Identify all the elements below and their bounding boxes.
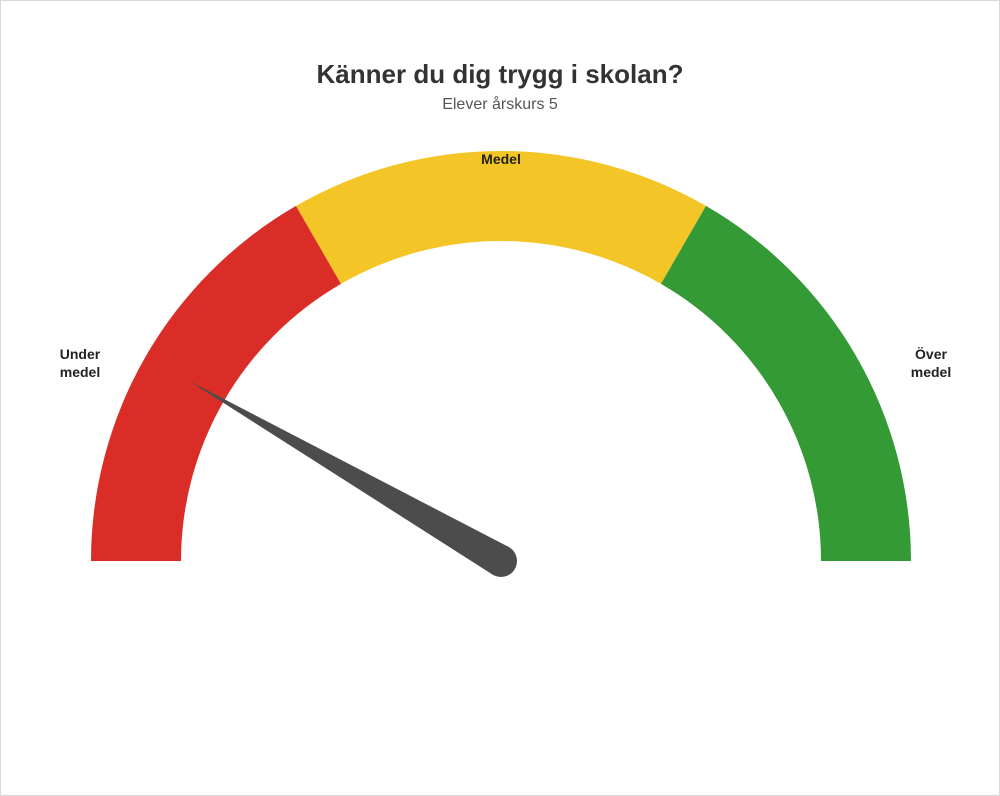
chart-title: Känner du dig trygg i skolan? [1, 59, 999, 90]
gauge-needle-cap [485, 545, 517, 577]
label-over-medel: Övermedel [901, 346, 961, 381]
gauge-segment-under-medel [91, 206, 341, 561]
gauge-svg [1, 141, 1000, 741]
titles: Känner du dig trygg i skolan? Elever års… [1, 59, 999, 114]
gauge-segment-over-medel [661, 206, 911, 561]
chart-subtitle: Elever årskurs 5 [1, 96, 999, 114]
gauge-segment-medel [296, 151, 706, 284]
label-medel-text: Medel [481, 151, 521, 167]
label-under-medel: Undermedel [45, 346, 115, 381]
gauge-needle [189, 381, 509, 575]
chart-frame: Känner du dig trygg i skolan? Elever års… [0, 0, 1000, 796]
gauge [1, 141, 999, 746]
label-under-medel-line1: Undermedel [60, 346, 100, 380]
label-medel: Medel [471, 151, 531, 169]
label-over-medel-text: Övermedel [911, 346, 951, 380]
